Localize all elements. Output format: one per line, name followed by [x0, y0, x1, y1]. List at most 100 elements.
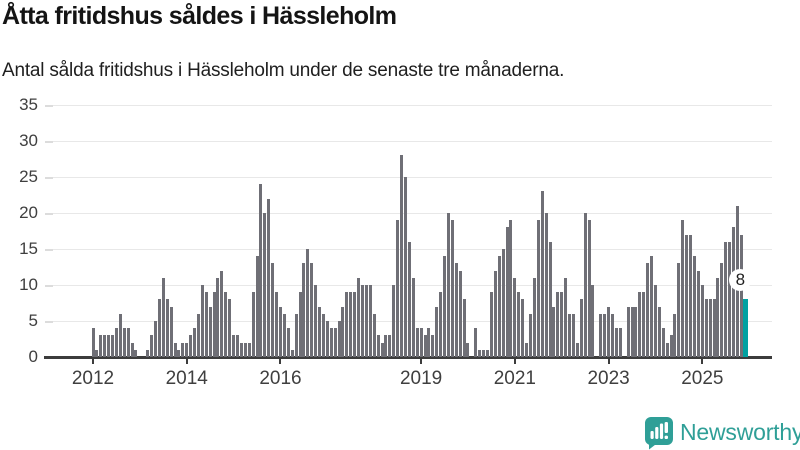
bar: [212, 292, 216, 357]
bar: [247, 342, 251, 357]
bar: [579, 299, 583, 357]
bar: [427, 328, 431, 357]
bar: [216, 277, 220, 357]
x-axis-tick-label: 2025: [681, 368, 724, 389]
bar: [505, 227, 509, 357]
y-axis-tick: [45, 212, 53, 215]
bar: [357, 277, 361, 357]
bar: [560, 292, 564, 357]
bar: [509, 220, 513, 357]
bar: [275, 292, 279, 357]
bar: [415, 328, 419, 357]
bar: [193, 328, 197, 357]
bar: [540, 191, 544, 357]
bar: [232, 335, 236, 357]
x-axis-tick-2014: [185, 359, 188, 364]
bar: [685, 234, 689, 357]
bar: [298, 292, 302, 357]
bar: [610, 313, 614, 357]
bar: [384, 335, 388, 357]
bar: [157, 299, 161, 357]
bar: [99, 335, 103, 357]
bar: [321, 313, 325, 357]
y-axis-tick: [45, 320, 53, 323]
bar: [583, 213, 587, 357]
bar: [739, 234, 743, 357]
bar: [657, 306, 661, 357]
bar: [646, 263, 650, 357]
bar: [665, 342, 669, 357]
bar: [712, 299, 716, 357]
bar: [329, 328, 333, 357]
bar: [732, 227, 736, 357]
gridline-y-35: [50, 105, 772, 106]
bar: [642, 292, 646, 357]
bar: [380, 342, 384, 357]
newsworthy-logo[interactable]: Newsworthy: [640, 414, 800, 450]
bar: [400, 155, 404, 357]
bar: [599, 313, 603, 357]
y-axis-tick: [45, 248, 53, 251]
bar: [446, 213, 450, 357]
bar: [571, 313, 575, 357]
bar: [91, 328, 95, 357]
x-axis-tick-2021: [513, 359, 516, 364]
bar: [564, 277, 568, 357]
bar: [704, 299, 708, 357]
bar: [474, 328, 478, 357]
bar: [208, 306, 212, 357]
bar: [337, 321, 341, 357]
bar: [681, 220, 685, 357]
gridline-y-30: [50, 141, 772, 142]
bar: [700, 285, 704, 357]
bar: [689, 234, 693, 357]
bar: [544, 213, 548, 357]
bar: [575, 342, 579, 357]
bar: [396, 220, 400, 357]
y-axis-tick: [45, 104, 53, 107]
y-axis-tick-label: 0: [28, 347, 38, 366]
bar: [525, 342, 529, 357]
bar: [669, 335, 673, 357]
bar: [528, 313, 532, 357]
bar: [677, 263, 681, 357]
x-axis-line: [50, 356, 772, 359]
bar: [513, 277, 517, 357]
bar: [126, 328, 130, 357]
bar: [185, 342, 189, 357]
bar: [536, 220, 540, 357]
bar: [450, 220, 454, 357]
x-axis-tick-label: 2021: [493, 368, 536, 389]
bar: [478, 349, 482, 357]
bar: [720, 263, 724, 357]
bar: [259, 184, 263, 357]
bar: [318, 306, 322, 357]
bar: [626, 306, 630, 357]
bar: [376, 335, 380, 357]
bar: [724, 241, 728, 357]
bar: [517, 292, 521, 357]
y-axis-tick: [45, 176, 53, 179]
y-axis-zero-tick: [44, 356, 53, 359]
newsworthy-icon: [645, 417, 673, 450]
bar: [146, 349, 150, 357]
bar: [548, 241, 552, 357]
bar: [486, 349, 489, 357]
bar: [439, 292, 443, 357]
bar: [634, 306, 638, 357]
x-axis-tick-label: 2016: [259, 368, 302, 389]
bar: [618, 328, 622, 357]
bar: [239, 342, 243, 357]
x-axis-tick-2019: [420, 359, 423, 364]
bar: [173, 342, 177, 357]
bar: [114, 328, 118, 357]
y-axis-tick-label: 35: [19, 95, 38, 114]
bar: [95, 349, 99, 357]
bar: [130, 342, 134, 357]
bar: [333, 328, 337, 357]
y-axis-tick-label: 20: [19, 203, 38, 222]
gridline-y-5: [50, 321, 772, 322]
bar: [392, 285, 396, 357]
bar: [181, 342, 185, 357]
